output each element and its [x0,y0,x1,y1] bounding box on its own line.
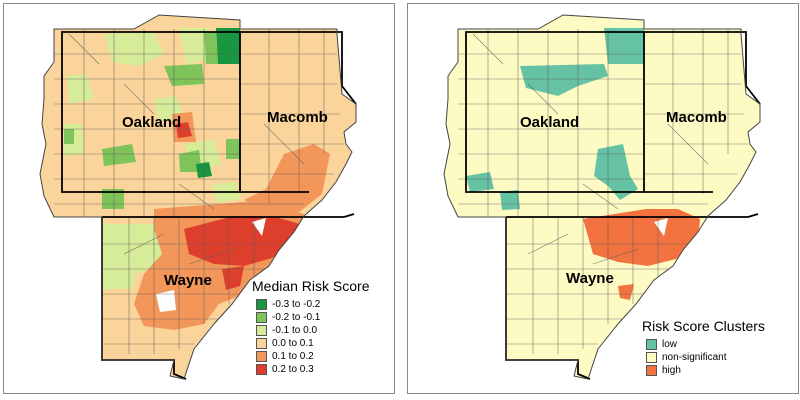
legend-title: Median Risk Score [252,278,370,294]
legend-swatch [256,299,267,310]
tract [156,290,176,312]
county-label-macomb: Macomb [666,109,727,126]
shoreline [443,14,761,380]
legend-label: 0.2 to 0.3 [272,364,314,375]
tract [102,268,134,289]
legend-item: 0.0 to 0.1 [256,337,370,350]
legend-item: -0.3 to -0.2 [256,298,370,311]
tract [226,139,240,159]
tract [66,74,94,104]
tract [216,28,240,64]
tract [500,190,520,210]
risk-cluster-map-panel: Oakland Macomb Wayne Risk Score Clusters… [407,3,799,394]
legend-label: -0.1 to 0.0 [272,325,318,336]
tract [104,32,164,66]
risk-cluster-legend: Risk Score Clusters low non-significant … [642,318,765,377]
tract [604,28,644,64]
tract [222,266,244,290]
tract [179,150,202,172]
tract-boundaries [54,29,344,354]
tract [583,209,700,266]
county-label-macomb: Macomb [267,109,328,126]
legend-label: 0.0 to 0.1 [272,338,314,349]
legend-swatch [646,365,657,376]
median-risk-map [39,14,357,380]
legend-label: -0.3 to -0.2 [272,299,321,310]
county-label-wayne: Wayne [566,270,614,287]
legend-swatch [256,312,267,323]
legend-swatch [646,352,657,363]
legend-swatch [256,325,267,336]
legend-item: -0.2 to -0.1 [256,311,370,324]
tract [594,144,638,200]
tract [252,218,266,236]
legend-label: non-significant [662,352,727,363]
legend-label: -0.2 to -0.1 [272,312,321,323]
legend-item: 0.2 to 0.3 [256,363,370,376]
risk-cluster-map [443,14,761,380]
tract [204,32,218,64]
tract [176,122,192,138]
county-label-oakland: Oakland [122,114,182,131]
tract [244,144,330,216]
tract [184,216,300,266]
shoreline [39,14,357,380]
tract-boundaries [458,29,748,354]
median-risk-legend: Median Risk Score -0.3 to -0.2 -0.2 to -… [252,278,370,376]
tract [448,49,458,64]
legend-title: Risk Score Clusters [642,318,765,334]
tri-county-base [444,15,760,379]
legend-swatch [646,339,657,350]
legend-swatch [256,338,267,349]
county-label-wayne: Wayne [164,272,212,289]
legend-item: -0.1 to 0.0 [256,324,370,337]
legend-label: high [662,365,681,376]
legend-label: 0.1 to 0.2 [272,351,314,362]
tract [466,172,494,192]
tract [64,129,74,144]
legend-item: high [646,364,765,377]
tract [618,284,634,300]
median-risk-map-panel: Oakland Macomb Wayne Median Risk Score -… [3,3,395,394]
legend-swatch [256,364,267,375]
county-label-oakland: Oakland [520,114,580,131]
legend-label: low [662,339,678,350]
legend-item: 0.1 to 0.2 [256,350,370,363]
legend-swatch [256,351,267,362]
tract [44,49,54,64]
tract [520,64,608,96]
legend-item: non-significant [646,351,765,364]
tract [654,218,668,236]
tract [102,144,136,166]
legend-item: low [646,338,765,351]
